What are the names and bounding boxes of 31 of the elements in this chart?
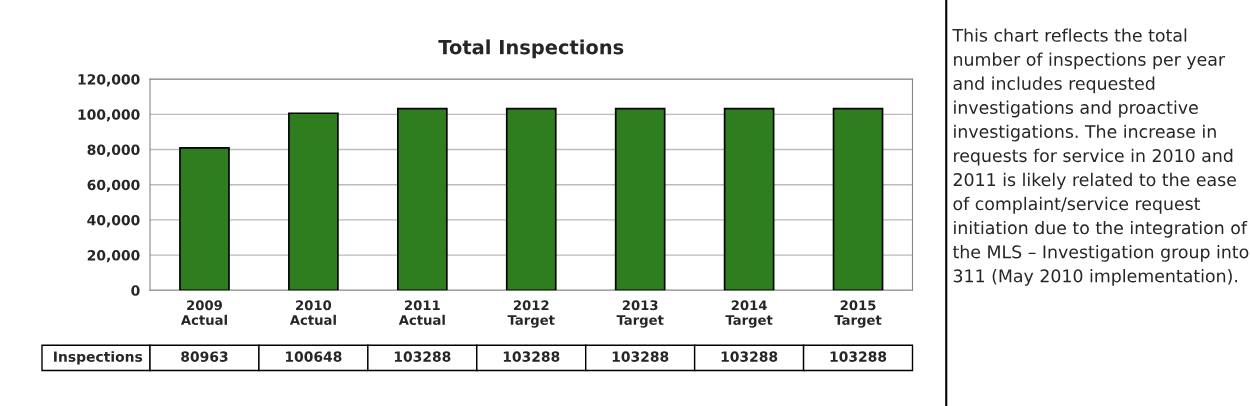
x-tick-label: 2013 Target [616,300,664,328]
y-tick-label: 60,000 [87,179,140,192]
data-label: 80963 [181,351,228,362]
y-tick-label: 40,000 [87,214,140,228]
bar [505,107,557,291]
x-tick-label: 2009 Actual [180,300,227,325]
bar [614,107,666,291]
y-tick-label: 120,000 [78,74,140,87]
y-tick-label: 80,000 [87,144,140,157]
data-label: 103288 [394,351,451,362]
bar [396,107,448,291]
x-tick-label: 2015 Target [834,300,882,328]
x-tick-label: 2012 Target [507,300,555,328]
data-label: 103288 [503,351,560,362]
data-label: 103288 [612,351,669,362]
text: This chart reflects the total number of inspections per year and includes requested investigations and proactive investigations. The increase in requests for service in 2010 and 2011 is likely related to the ease of complaint/service request initiation due to the integration of the MLS – Investigation group into 311 (May 2010 implementation). [952,28,1249,286]
data-label: 103288 [830,351,887,362]
data-label: 103288 [721,351,778,362]
x-tick-label: 2010 Actual [289,300,336,325]
bar [723,107,775,291]
y-tick-label: 100,000 [78,109,140,122]
data-label: 100648 [285,351,342,362]
bar [288,112,339,291]
text: Inspections [54,351,143,365]
x-tick-label: 2011 Actual [398,300,445,325]
y-tick-label: 20,000 [87,250,140,263]
bar [179,147,230,291]
y-tick-label: 0 [131,285,140,296]
chart-title: Total Inspections [438,39,624,59]
bar [832,107,884,291]
x-tick-label: 2014 Target [725,300,773,328]
